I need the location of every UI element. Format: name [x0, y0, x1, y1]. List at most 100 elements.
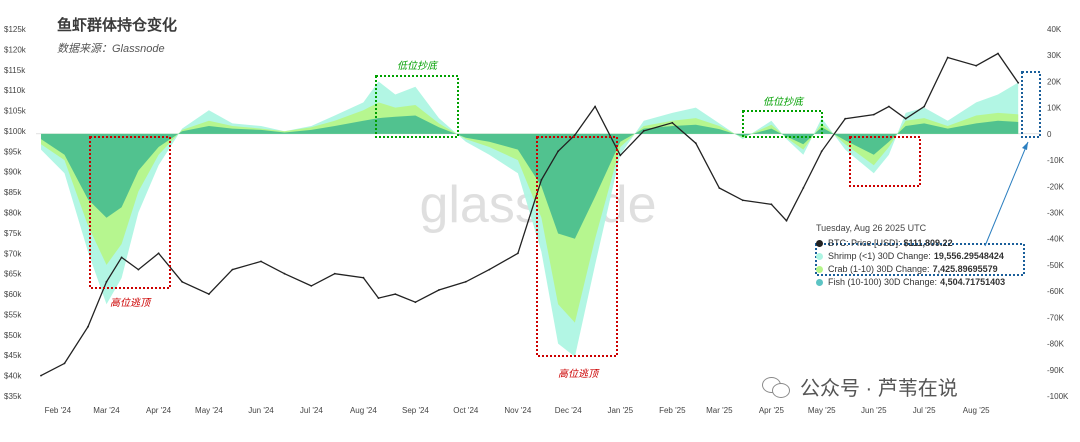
fish-dot-icon	[816, 279, 823, 286]
btc-price-point	[414, 301, 417, 304]
y-left-tick-label: $120k	[4, 45, 27, 54]
y-left-tick-label: $115k	[4, 66, 26, 75]
x-tick-label: Nov '24	[504, 406, 531, 415]
x-tick-label: May '25	[808, 406, 836, 415]
tooltip-value: $111,809.22	[903, 238, 953, 248]
y-left-tick-label: $35k	[4, 392, 22, 401]
y-right-tick-label: -50K	[1047, 261, 1065, 270]
btc-price-point	[208, 293, 210, 295]
top-escape-box-2	[536, 136, 618, 357]
x-tick-label: Jul '24	[300, 406, 323, 415]
tooltip-row-price: BTC: Price [USD]: $111,809.22	[816, 237, 1030, 250]
y-left-tick-label: $105k	[4, 107, 27, 116]
wechat-icon	[762, 375, 792, 399]
area-fish	[41, 115, 1019, 239]
tooltip-row-shrimp: Shrimp (<1) 30D Change: 19,556.29548424	[816, 250, 1030, 263]
bottom-buy-box-2	[742, 110, 823, 138]
y-right-tick-label: -40K	[1047, 235, 1065, 244]
y-left-tick-label: $45k	[4, 351, 22, 360]
y-left-tick-label: $95k	[4, 147, 22, 156]
btc-price-point	[540, 179, 543, 181]
y-right-tick-label: -100K	[1047, 392, 1069, 401]
btc-price-point	[785, 219, 788, 222]
btc-price-point	[87, 325, 89, 328]
btc-price-point	[872, 113, 875, 116]
x-tick-label: Dec '24	[555, 406, 582, 415]
btc-price-point	[333, 272, 336, 275]
annotation-label: 低位抄底	[397, 60, 439, 72]
y-right-tick-label: -80K	[1047, 340, 1065, 349]
tooltip-label: BTC: Price [USD]:	[828, 238, 901, 248]
x-tick-label: Jul '25	[913, 406, 936, 415]
btc-price-point	[1017, 81, 1020, 84]
y-left-tick-label: $40k	[4, 372, 22, 381]
chart-subtitle: 数据来源：Glassnode	[57, 43, 165, 55]
btc-price-point	[671, 121, 674, 124]
x-tick-label: Apr '25	[759, 406, 785, 415]
y-right-tick-label: 20K	[1047, 77, 1062, 86]
btc-price-point	[619, 154, 622, 157]
x-tick-label: Aug '25	[963, 406, 990, 415]
x-tick-label: Jun '24	[248, 406, 274, 415]
btc-price-point	[181, 280, 184, 283]
y-left-tick-label: $60k	[4, 290, 22, 299]
y-right-tick-label: 30K	[1047, 51, 1062, 60]
btc-price-point	[63, 362, 66, 365]
btc-price-point	[741, 199, 744, 202]
btc-price-point	[557, 150, 559, 153]
y-left-tick-label: $110k	[4, 86, 26, 95]
y-left-tick-label: $80k	[4, 209, 22, 218]
y-right-tick-label: -20K	[1047, 182, 1065, 191]
btc-price-point	[40, 374, 42, 377]
y-right-tick-label: -30K	[1047, 209, 1065, 218]
tooltip-value: 19,556.29548424	[933, 251, 1004, 261]
tooltip-label: Crab (1-10) 30D Change:	[828, 264, 930, 274]
wechat-watermark: 公众号 · 芦苇在说	[762, 372, 958, 401]
wechat-account-name: 公众号 · 芦苇在说	[800, 378, 958, 400]
y-left-tick-label: $70k	[4, 249, 22, 258]
tooltip-highlight-box	[815, 243, 1025, 276]
btc-price-point	[904, 117, 907, 120]
x-tick-label: Jan '25	[607, 406, 633, 415]
x-tick-label: Sep '24	[402, 406, 429, 415]
btc-price-point	[642, 130, 645, 132]
tooltip-label: Fish (10-100) 30D Change:	[828, 277, 938, 287]
tooltip-row-crab: Crab (1-10) 30D Change: 7,425.89695579	[816, 263, 1030, 276]
y-left-tick-label: $125k	[4, 25, 27, 34]
y-left-tick-label: $85k	[4, 188, 22, 197]
bottom-buy-box-1	[375, 75, 459, 138]
y-left-tick-label: $55k	[4, 310, 22, 319]
btc-price-point	[231, 268, 234, 271]
y-left-tick-label: $90k	[4, 168, 22, 177]
x-tick-label: Aug '24	[350, 406, 377, 415]
y-right-tick-label: 0	[1047, 130, 1052, 139]
x-tick-label: Feb '25	[659, 406, 686, 415]
annotation-label: 低位抄底	[763, 96, 805, 108]
y-right-tick-label: -90K	[1047, 366, 1065, 375]
y-right-tick-label: -10K	[1047, 156, 1065, 165]
top-escape-box-3	[849, 136, 921, 187]
btc-price-point	[802, 187, 805, 189]
btc-price-point	[820, 150, 823, 153]
btc-price-point	[888, 105, 890, 108]
btc-price-point	[394, 293, 397, 295]
btc-price-point	[362, 276, 365, 279]
x-tick-label: Feb '24	[45, 406, 72, 415]
btc-price-point	[260, 260, 262, 263]
latest-value-box	[1021, 71, 1041, 138]
tooltip-label: Shrimp (<1) 30D Change:	[828, 251, 931, 261]
btc-price-point	[594, 105, 596, 108]
y-left-tick-label: $65k	[4, 270, 22, 279]
btc-price-point	[488, 268, 491, 271]
btc-price-point	[137, 268, 140, 271]
arrow-head-icon	[1022, 142, 1028, 150]
btc-price-point	[517, 252, 519, 255]
btc-price-point	[574, 134, 576, 136]
btc-price-point	[283, 272, 286, 275]
y-right-tick-label: -70K	[1047, 313, 1065, 322]
x-tick-label: Jun '25	[861, 406, 887, 415]
btc-price-point	[770, 203, 773, 206]
tooltip-row-fish: Fish (10-100) 30D Change: 4,504.71751403	[816, 276, 1030, 289]
x-tick-label: Mar '24	[93, 406, 120, 415]
